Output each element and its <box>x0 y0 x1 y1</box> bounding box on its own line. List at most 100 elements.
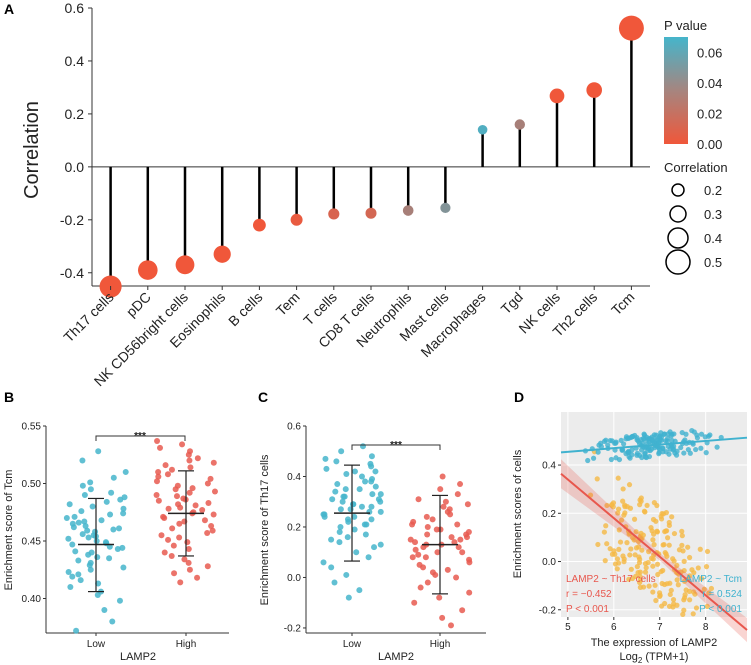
a-xtick-label: Macrophages <box>417 289 488 360</box>
b-point <box>95 448 102 455</box>
d-point-th17 <box>690 589 697 595</box>
d-point-th17 <box>616 527 622 533</box>
c-point <box>440 503 447 510</box>
a-point <box>549 88 565 104</box>
b-point <box>176 520 183 527</box>
b-point <box>199 506 206 513</box>
d-point-th17 <box>708 585 715 592</box>
d-point-th17 <box>620 498 626 504</box>
b-point <box>120 505 127 512</box>
b-point <box>119 544 126 551</box>
c-point <box>454 521 461 528</box>
b-point <box>82 523 89 530</box>
d-point-tcm <box>656 446 663 452</box>
d-point-th17 <box>681 607 687 613</box>
legend-pvalue-tick-label: 0.02 <box>697 106 722 121</box>
d-xtick-label: 8 <box>703 622 709 633</box>
b-point <box>116 597 123 604</box>
d-point-tcm <box>649 440 655 446</box>
b-point <box>87 486 94 493</box>
c-point <box>333 458 340 465</box>
c-point <box>464 501 471 508</box>
c-point <box>422 554 429 561</box>
d-point-th17 <box>651 542 657 548</box>
legend-pvalue-tick-label: 0.00 <box>697 137 722 152</box>
b-point <box>75 571 82 578</box>
d-point-tcm <box>645 447 651 453</box>
c-point <box>368 516 375 523</box>
c-point <box>434 549 441 556</box>
b-point <box>186 457 193 464</box>
b-point <box>173 493 180 500</box>
d-point-th17 <box>646 583 652 589</box>
c-point <box>377 508 384 515</box>
b-point <box>88 549 95 556</box>
b-point <box>153 492 160 498</box>
d-point-th17 <box>666 522 672 529</box>
d-point-th17 <box>701 586 707 592</box>
d-ytick-label: 0.0 <box>542 557 556 568</box>
c-point <box>369 476 376 483</box>
a-ytick-label: -0.2 <box>60 212 84 228</box>
b-point <box>84 527 91 534</box>
panel-d-th17-label: LAMP2 ~ Th17 cells <box>566 574 656 585</box>
c-xtick-label: High <box>430 639 451 650</box>
legend-size-circle <box>671 183 685 197</box>
panel-c-points <box>320 443 473 629</box>
d-point-tcm <box>691 429 697 435</box>
b-point <box>66 501 73 508</box>
c-point <box>409 554 416 561</box>
c-point <box>332 488 339 495</box>
b-point <box>176 534 183 541</box>
panel-d-th17-p: P < 0.001 <box>566 604 609 615</box>
b-point <box>190 509 197 516</box>
d-point-tcm <box>653 437 659 443</box>
a-point <box>514 119 525 130</box>
d-point-th17 <box>617 539 624 545</box>
d-point-tcm <box>613 440 619 446</box>
b-point <box>67 584 74 590</box>
d-point-th17 <box>602 558 608 564</box>
d-point-th17 <box>594 476 600 482</box>
b-point <box>184 539 191 546</box>
b-point <box>194 455 201 462</box>
b-point <box>102 539 109 546</box>
d-point-th17 <box>642 560 649 567</box>
d-point-th17 <box>637 577 643 583</box>
panel-c-y-label: Enrichment score of Th17 cells <box>259 454 271 605</box>
b-point <box>87 559 94 566</box>
panel-c-error-bars <box>334 464 458 595</box>
d-point-th17 <box>646 549 652 555</box>
b-point <box>181 556 188 563</box>
c-point <box>437 486 444 493</box>
b-point <box>79 482 86 489</box>
b-point <box>108 489 115 496</box>
a-point <box>586 82 602 98</box>
d-point-tcm <box>642 454 649 460</box>
c-point <box>429 569 436 576</box>
c-point <box>447 622 454 629</box>
b-point <box>120 510 127 517</box>
b-point <box>209 527 216 534</box>
d-point-tcm <box>616 456 623 463</box>
d-point-tcm <box>685 447 691 453</box>
d-point-th17 <box>611 548 617 554</box>
b-point <box>162 462 169 469</box>
c-point <box>451 539 458 546</box>
c-point <box>323 465 330 472</box>
c-point <box>328 536 335 543</box>
a-xtick-label: Tem <box>273 289 303 319</box>
c-point <box>362 531 369 538</box>
c-point <box>453 574 460 581</box>
d-point-tcm <box>663 449 669 455</box>
b-point <box>201 517 208 524</box>
d-point-th17 <box>704 548 711 555</box>
c-point <box>353 549 360 556</box>
d-point-th17 <box>604 502 610 509</box>
c-point <box>407 536 414 543</box>
a-point <box>138 260 158 280</box>
c-point <box>341 493 348 500</box>
c-point <box>375 496 382 503</box>
d-xtick-label: 5 <box>565 622 571 633</box>
